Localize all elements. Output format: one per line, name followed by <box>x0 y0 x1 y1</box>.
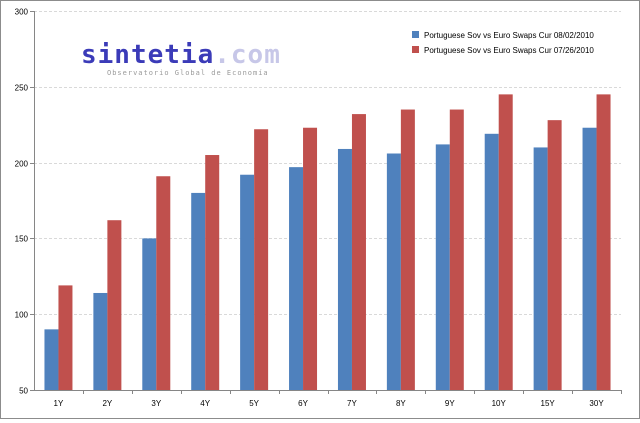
bar-9Y-series-1 <box>435 144 450 390</box>
bar-7Y-series-1 <box>337 148 352 390</box>
bar-1Y-series-2 <box>58 285 73 390</box>
bar-15Y-series-2 <box>547 120 562 390</box>
bar-6Y-series-1 <box>289 167 304 390</box>
logo-tld: .com <box>214 40 281 70</box>
bar-1Y-series-1 <box>44 329 59 390</box>
legend-label-1: Portuguese Sov vs Euro Swaps Cur 08/02/2… <box>424 31 594 40</box>
x-tick-label: 2Y <box>102 399 112 408</box>
bar-3Y-series-2 <box>156 176 171 390</box>
bar-4Y-series-2 <box>205 155 220 390</box>
logo-name: sintetia <box>81 40 215 70</box>
bars <box>44 94 611 391</box>
bar-15Y-series-1 <box>533 147 548 390</box>
logo-tagline: Observatorio Global de Economía <box>107 69 269 77</box>
logo-wordmark: sintetia.com <box>81 41 281 69</box>
bar-7Y-series-2 <box>351 114 366 390</box>
bar-4Y-series-1 <box>191 192 206 390</box>
bar-5Y-series-2 <box>254 129 269 391</box>
legend-label-2: Portuguese Sov vs Euro Swaps Cur 07/26/2… <box>424 46 594 55</box>
y-tick-label: 50 <box>19 387 28 396</box>
y-tick-label: 150 <box>15 235 29 244</box>
bar-10Y-series-1 <box>484 133 499 390</box>
x-tick-label: 30Y <box>589 399 604 408</box>
gridlines <box>34 11 621 315</box>
bar-3Y-series-1 <box>142 238 157 390</box>
bar-2Y-series-2 <box>107 220 122 390</box>
y-tick-label: 100 <box>15 311 29 320</box>
x-tick-label: 8Y <box>396 399 406 408</box>
bar-8Y-series-2 <box>400 109 415 390</box>
axes <box>30 11 622 394</box>
tick-labels: 50 100 150 200 250 300 1Y 2Y 3Y 4Y 5Y 6Y 7Y 8Y 9Y 10Y 15… <box>15 8 605 409</box>
x-tick-label: 1Y <box>54 399 64 408</box>
x-tick-label: 7Y <box>347 399 357 408</box>
bar-30Y-series-2 <box>596 94 611 390</box>
x-tick-label: 9Y <box>445 399 455 408</box>
x-tick-label: 3Y <box>151 399 161 408</box>
legend: Portuguese Sov vs Euro Swaps Cur 08/02/2… <box>412 31 594 55</box>
bar-5Y-series-1 <box>240 174 255 390</box>
legend-swatch-1 <box>412 31 419 38</box>
bar-2Y-series-1 <box>93 292 108 390</box>
x-tick-label: 10Y <box>492 399 507 408</box>
y-tick-label: 300 <box>15 8 29 17</box>
bar-30Y-series-1 <box>582 127 597 391</box>
legend-swatch-2 <box>412 46 419 53</box>
y-tick-label: 200 <box>15 160 29 169</box>
x-tick-label: 5Y <box>249 399 259 408</box>
bar-6Y-series-2 <box>303 127 318 391</box>
bar-10Y-series-2 <box>498 94 513 390</box>
y-tick-label: 250 <box>15 84 29 93</box>
x-tick-label: 6Y <box>298 399 308 408</box>
sintetia-logo: sintetia.com Observatorio Global de Econ… <box>81 41 281 77</box>
bar-9Y-series-2 <box>449 109 464 390</box>
x-tick-label: 15Y <box>541 399 556 408</box>
bar-8Y-series-1 <box>386 153 401 390</box>
x-tick-label: 4Y <box>200 399 210 408</box>
